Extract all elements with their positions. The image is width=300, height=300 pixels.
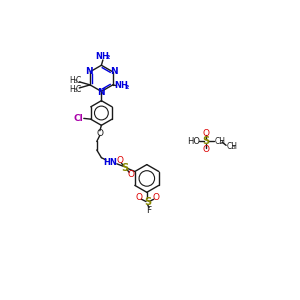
Text: O: O [136, 193, 142, 202]
Text: S: S [202, 136, 210, 146]
Text: F: F [147, 206, 152, 215]
Text: O: O [153, 193, 160, 202]
Text: O: O [116, 156, 123, 165]
Text: H: H [70, 85, 75, 94]
Text: 2: 2 [124, 85, 129, 90]
Text: N: N [98, 88, 105, 97]
Text: 3: 3 [74, 88, 78, 93]
Text: S: S [144, 197, 151, 207]
Text: 3: 3 [74, 79, 78, 84]
Text: O: O [202, 146, 210, 154]
Text: CH: CH [214, 137, 226, 146]
Text: CH: CH [227, 142, 238, 151]
Text: 2: 2 [105, 55, 110, 60]
Text: O: O [202, 128, 210, 137]
Text: C: C [76, 76, 81, 85]
Text: N: N [85, 67, 92, 76]
Text: N: N [110, 67, 117, 76]
Text: Cl: Cl [74, 114, 83, 123]
Text: NH: NH [114, 81, 128, 90]
Text: O: O [127, 170, 134, 179]
Text: S: S [122, 163, 129, 173]
Text: C: C [76, 85, 81, 94]
Text: 2: 2 [220, 140, 223, 145]
Text: NH: NH [95, 52, 109, 61]
Text: HN: HN [104, 158, 118, 167]
Text: H: H [70, 76, 75, 85]
Text: HO: HO [187, 137, 200, 146]
Text: 3: 3 [232, 145, 236, 150]
Text: O: O [96, 128, 103, 137]
